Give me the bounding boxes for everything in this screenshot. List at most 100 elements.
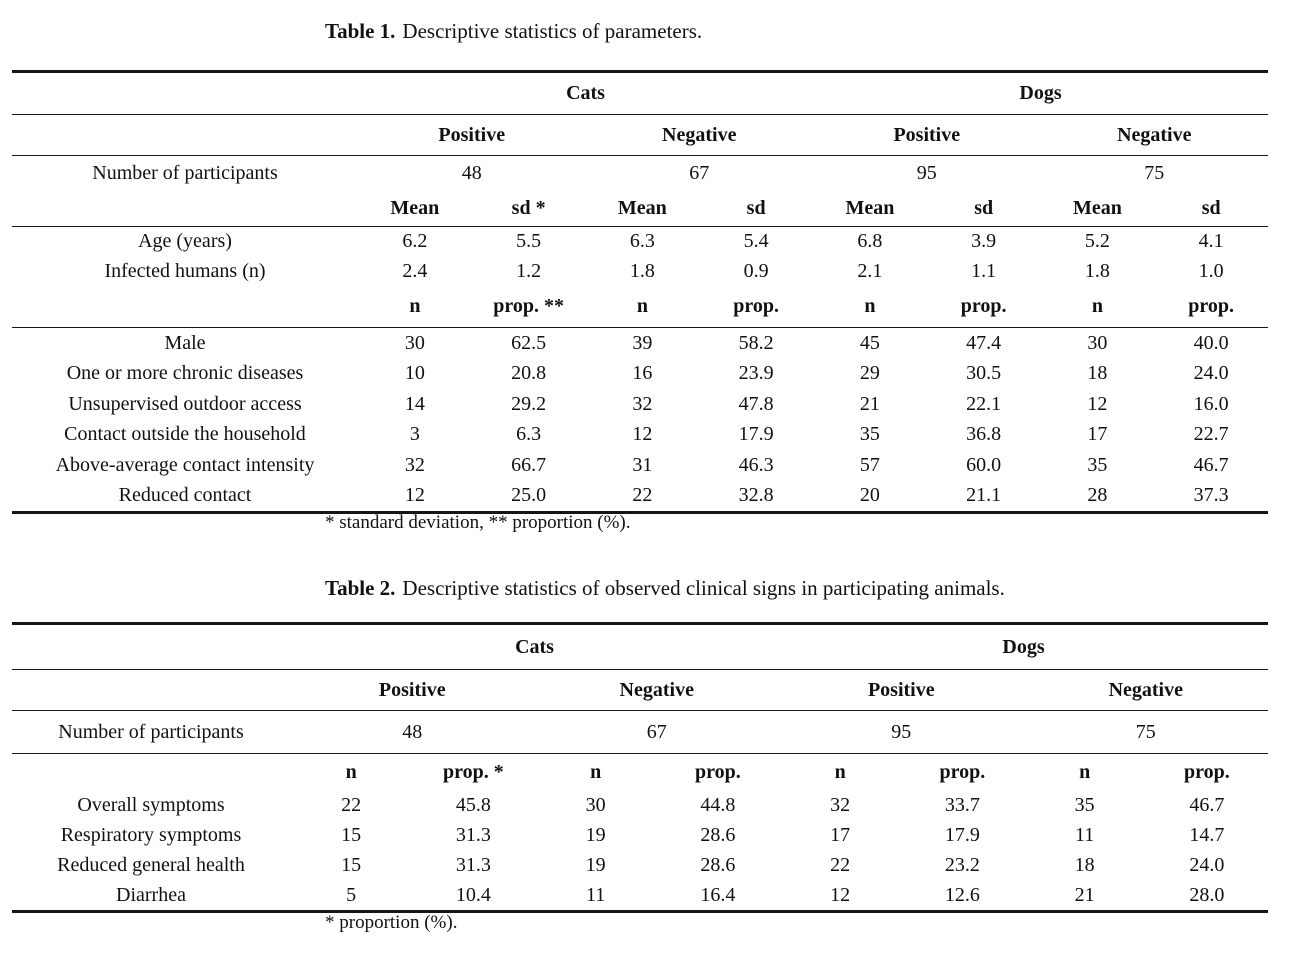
value-cell: 5.5 <box>516 230 542 253</box>
value-cell: 30 <box>585 793 606 816</box>
value-cell: 30.5 <box>966 362 1002 385</box>
value-cell: 47.4 <box>966 331 1002 354</box>
value-cell: 60.0 <box>966 453 1002 476</box>
status-header: Negative <box>1040 114 1269 156</box>
value-cell: 2.1 <box>857 259 883 282</box>
value-cell: 21 <box>859 392 880 415</box>
value-cell: 22.1 <box>966 392 1002 415</box>
value-cell: 19 <box>585 853 606 876</box>
row-label: Above-average contact intensity <box>55 453 315 476</box>
value-cell: 30 <box>404 331 425 354</box>
value-cell: 28 <box>1087 484 1108 507</box>
table-2: Cats Dogs Positive Negative Positive Negative… <box>12 622 1269 913</box>
table1-status-header-row: Positive Negative Positive Negative <box>12 114 1269 156</box>
participants-label: Number of participants <box>12 710 290 754</box>
value-cell: 24.0 <box>1193 362 1229 385</box>
count-header: n <box>345 760 357 783</box>
status-header: Positive <box>290 669 535 711</box>
value-cell: 31 <box>632 453 653 476</box>
table-2-body: Cats Dogs Positive Negative Positive Negative… <box>12 623 1269 912</box>
value-cell: 29.2 <box>511 392 547 415</box>
count-header: prop. <box>695 760 741 783</box>
value-cell: 45.8 <box>455 793 491 816</box>
value-cell: 40.0 <box>1193 331 1229 354</box>
blank-cell <box>12 191 358 227</box>
table-row: Reduced contact 12 25.0 22 32.8 20 21.1 28 37.3 <box>12 481 1268 513</box>
value-cell: 31.3 <box>455 853 491 876</box>
status-header: Positive <box>813 114 1041 156</box>
participants-value: 95 <box>916 162 937 184</box>
count-header: n <box>1079 760 1091 783</box>
count-header: prop. <box>699 286 814 328</box>
value-cell: 33.7 <box>944 793 980 816</box>
value-cell: 6.3 <box>516 423 542 446</box>
status-header: Positive <box>779 669 1024 711</box>
status-header: Negative <box>534 669 780 711</box>
table-row: Unsupervised outdoor access 14 29.2 32 47.8 2… <box>12 389 1268 420</box>
table2-count-header-row: n prop. * n prop. n prop. n prop. <box>12 754 1268 791</box>
value-cell: 23.2 <box>944 853 980 876</box>
value-cell: 11 <box>585 883 606 906</box>
value-cell: 1.1 <box>971 259 997 282</box>
blank-cell <box>12 286 358 328</box>
table-row: Male 30 62.5 39 58.2 45 47.4 30 40.0 <box>12 328 1268 359</box>
stat-header: Mean <box>813 191 927 227</box>
value-cell: 0.9 <box>743 259 769 282</box>
stat-header: sd <box>1154 191 1269 227</box>
value-cell: 39 <box>632 331 653 354</box>
value-cell: 66.7 <box>511 453 547 476</box>
value-cell: 3.9 <box>971 230 997 253</box>
row-label: Male <box>164 331 206 354</box>
table-1-body: Cats Dogs Positive Negative Positive Negative… <box>12 71 1269 513</box>
table-row: One or more chronic diseases 10 20.8 16 23.9… <box>12 359 1268 390</box>
status-header: Negative <box>585 114 814 156</box>
table-row: Reduced general health 15 31.3 19 28.6 22 23.2… <box>12 850 1268 880</box>
participants-label: Number of participants <box>92 162 278 184</box>
table1-caption-text: Descriptive statistics of parameters. <box>402 19 703 43</box>
table-row: Diarrhea 5 10.4 11 16.4 12 12.6 21 28.0 <box>12 880 1268 912</box>
status-header: Negative <box>1023 669 1269 711</box>
participants-value: 48 <box>461 162 482 184</box>
value-cell: 35 <box>1087 453 1108 476</box>
stat-header: sd <box>926 191 1041 227</box>
value-cell: 23.9 <box>738 362 774 385</box>
value-cell: 12 <box>830 883 851 906</box>
value-cell: 22 <box>632 484 653 507</box>
blank-cell <box>12 71 358 115</box>
species-header-dogs: Dogs <box>813 71 1269 115</box>
blank-cell <box>12 754 290 791</box>
value-cell: 16 <box>632 362 653 385</box>
value-cell: 14.7 <box>1189 823 1225 846</box>
value-cell: 22.7 <box>1193 423 1229 446</box>
value-cell: 18 <box>1074 853 1095 876</box>
value-cell: 62.5 <box>511 331 547 354</box>
value-cell: 12 <box>632 423 653 446</box>
count-header: prop. * <box>442 760 504 783</box>
value-cell: 17 <box>1087 423 1108 446</box>
table2-caption-label: Table 2. <box>325 576 396 600</box>
value-cell: 2.4 <box>402 259 428 282</box>
table-row: Contact outside the household 3 6.3 12 17.9 3… <box>12 420 1268 451</box>
value-cell: 10 <box>404 362 425 385</box>
value-cell: 6.3 <box>629 230 655 253</box>
value-cell: 45 <box>859 331 880 354</box>
blank-cell <box>12 623 290 670</box>
value-cell: 4.1 <box>1198 230 1224 253</box>
status-header: Positive <box>358 114 586 156</box>
value-cell: 10.4 <box>455 883 491 906</box>
value-cell: 58.2 <box>738 331 774 354</box>
stat-header: sd * <box>471 191 586 227</box>
count-header: prop. <box>1154 286 1269 328</box>
row-label: Age (years) <box>138 230 232 253</box>
value-cell: 14 <box>404 392 425 415</box>
value-cell: 21.1 <box>966 484 1002 507</box>
table2-caption-text: Descriptive statistics of observed clini… <box>402 576 1005 600</box>
value-cell: 28.0 <box>1189 883 1225 906</box>
value-cell: 32 <box>632 392 653 415</box>
value-cell: 22 <box>341 793 362 816</box>
participants-value: 95 <box>779 710 1024 754</box>
participants-value: 75 <box>1023 710 1269 754</box>
value-cell: 47.8 <box>738 392 774 415</box>
value-cell: 18 <box>1087 362 1108 385</box>
